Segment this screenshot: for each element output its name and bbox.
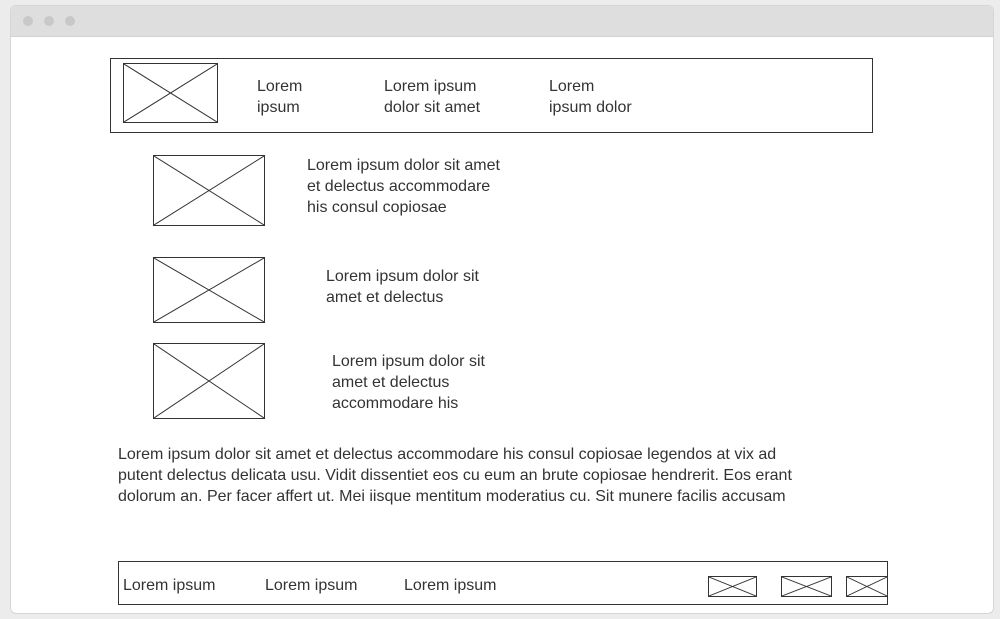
window-minimize-button[interactable]: [44, 16, 54, 26]
header-bar: Lorem ipsum Lorem ipsum dolor sit amet L…: [110, 58, 873, 133]
body-paragraph: Lorem ipsum dolor sit amet et delectus a…: [118, 444, 792, 507]
footer-link-3[interactable]: Lorem ipsum: [404, 577, 497, 594]
feature-3-text: Lorem ipsum dolor sit amet et delectus a…: [332, 351, 485, 414]
feature-1-line-2: et delectus accommodare: [307, 178, 491, 195]
feature-1-line-3: his consul copiosae: [307, 199, 447, 216]
feature-1-image-placeholder-icon: [153, 155, 265, 226]
nav-link-1-line2: ipsum: [257, 99, 300, 116]
feature-1-text: Lorem ipsum dolor sit amet et delectus a…: [307, 155, 500, 218]
window-titlebar: [11, 6, 993, 37]
feature-3-line-1: Lorem ipsum dolor sit: [332, 353, 485, 370]
feature-3-line-3: accommodare his: [332, 395, 459, 412]
nav-link-1[interactable]: Lorem ipsum: [257, 76, 302, 118]
nav-link-3[interactable]: Lorem ipsum dolor: [549, 76, 632, 118]
body-paragraph-line-2: putent delectus delicata usu. Vidit diss…: [118, 467, 792, 484]
footer-bar: Lorem ipsum Lorem ipsum Lorem ipsum: [118, 561, 888, 605]
nav-link-2-line2: dolor sit amet: [384, 99, 481, 116]
feature-1-line-1: Lorem ipsum dolor sit amet: [307, 157, 500, 174]
feature-3-image-placeholder-icon: [153, 343, 265, 419]
feature-2-image-placeholder-icon: [153, 257, 265, 323]
nav-link-3-line1: Lorem: [549, 78, 595, 95]
window-maximize-button[interactable]: [65, 16, 75, 26]
nav-link-2[interactable]: Lorem ipsum dolor sit amet: [384, 76, 480, 118]
feature-2-line-1: Lorem ipsum dolor sit: [326, 268, 479, 285]
footer-image-placeholder-icon-3[interactable]: [846, 576, 888, 597]
nav-link-2-line1: Lorem ipsum: [384, 78, 477, 95]
body-paragraph-line-3: dolorum an. Per facer affert ut. Mei iis…: [118, 488, 786, 505]
footer-link-1[interactable]: Lorem ipsum: [123, 577, 216, 594]
feature-3-line-2: amet et delectus: [332, 374, 450, 391]
window-close-button[interactable]: [23, 16, 33, 26]
footer-image-placeholder-icon-2[interactable]: [781, 576, 832, 597]
nav-link-1-line1: Lorem: [257, 78, 303, 95]
feature-2-text: Lorem ipsum dolor sit amet et delectus: [326, 266, 479, 308]
logo-image-placeholder-icon[interactable]: [123, 63, 218, 123]
body-paragraph-line-1: Lorem ipsum dolor sit amet et delectus a…: [118, 446, 777, 463]
nav-link-3-line2: ipsum dolor: [549, 99, 632, 116]
footer-image-placeholder-icon-1[interactable]: [708, 576, 757, 597]
feature-2-line-2: amet et delectus: [326, 289, 444, 306]
footer-link-2[interactable]: Lorem ipsum: [265, 577, 358, 594]
